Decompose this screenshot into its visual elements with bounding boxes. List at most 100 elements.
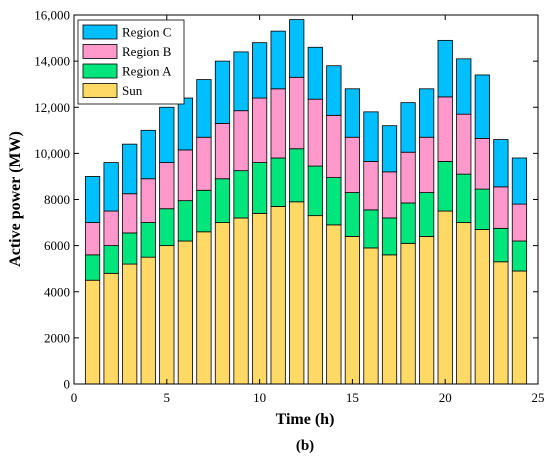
bar-layer	[84, 19, 528, 385]
bar-region-b-9	[233, 110, 249, 172]
y-tick-label: 14,000	[34, 54, 70, 69]
bar-sun-16	[363, 247, 379, 385]
bar-region-a-22	[474, 188, 490, 230]
bar-region-a-23	[493, 227, 509, 263]
x-tick-label: 10	[253, 390, 266, 405]
bar-region-c-18	[400, 102, 416, 153]
x-tick-label: 20	[439, 390, 452, 405]
bar-region-c-11	[270, 30, 286, 90]
bar-region-b-8	[214, 122, 231, 180]
legend-swatch-region-b	[82, 44, 118, 59]
bar-region-a-15	[344, 192, 361, 237]
x-tick-label: 5	[164, 390, 171, 405]
bar-sun-23	[493, 261, 509, 385]
y-tick-label: 12,000	[34, 100, 70, 115]
bar-region-c-10	[251, 42, 268, 99]
bar-region-a-11	[270, 157, 286, 207]
bar-region-c-16	[363, 111, 379, 162]
bar-sun-15	[344, 235, 361, 385]
bar-region-a-1	[84, 254, 101, 281]
bar-region-c-17	[381, 125, 398, 173]
bar-region-c-20	[437, 39, 453, 98]
bar-region-b-18	[400, 151, 416, 204]
bar-region-c-8	[214, 60, 231, 124]
legend-swatch-sun	[82, 83, 118, 98]
figure-caption: (b)	[296, 438, 314, 454]
bar-sun-4	[140, 256, 156, 385]
legend-swatch-region-a	[82, 63, 118, 79]
bar-sun-3	[122, 263, 138, 385]
bar-region-b-2	[103, 210, 119, 247]
bar-region-c-3	[122, 143, 138, 195]
bar-region-a-5	[159, 208, 175, 247]
bar-region-a-13	[307, 165, 323, 217]
bar-region-c-2	[103, 162, 119, 212]
bar-region-a-20	[437, 161, 453, 212]
y-tick-label: 0	[64, 377, 71, 392]
bar-region-a-10	[251, 162, 268, 214]
bar-region-c-15	[344, 88, 361, 138]
bar-region-b-15	[344, 136, 361, 193]
bar-region-a-4	[140, 222, 156, 258]
bar-region-a-21	[456, 173, 472, 223]
bar-region-b-5	[159, 162, 175, 210]
y-tick-label: 10,000	[34, 146, 70, 161]
bar-region-c-21	[456, 58, 472, 115]
bar-sun-14	[326, 224, 342, 385]
bar-region-b-13	[307, 98, 323, 167]
bar-region-c-5	[159, 106, 175, 163]
bar-sun-21	[456, 222, 472, 385]
bar-region-a-17	[381, 217, 398, 256]
bar-region-a-14	[326, 177, 342, 226]
bar-region-a-9	[233, 170, 249, 219]
bar-sun-24	[511, 270, 528, 385]
bar-region-c-6	[177, 97, 193, 151]
x-axis-title: Time (h)	[276, 411, 335, 428]
bar-region-c-1	[84, 176, 101, 223]
axes-layer: 0 2000 4000 6000 8000 10,000 12,000 14,000 16,00…	[34, 8, 544, 406]
y-axis-title: Active power (MW)	[7, 131, 24, 267]
bar-sun-11	[270, 206, 286, 385]
bar-sun-19	[419, 235, 435, 385]
y-tick-label: 16,000	[34, 8, 70, 23]
bar-region-c-19	[419, 88, 435, 138]
legend-label-region-c: Region C	[122, 25, 171, 40]
y-tick-label: 4000	[44, 284, 70, 299]
bar-region-a-24	[511, 240, 528, 272]
legend-swatch-region-c	[82, 24, 118, 40]
bar-sun-5	[159, 245, 175, 385]
bar-region-b-11	[270, 88, 286, 159]
bar-sun-17	[381, 254, 398, 385]
bar-region-a-12	[289, 148, 305, 203]
x-tick-label: 15	[346, 390, 359, 405]
bar-sun-7	[196, 231, 212, 385]
bar-region-b-17	[381, 171, 398, 219]
bar-region-b-23	[493, 186, 509, 229]
bar-sun-10	[251, 212, 268, 385]
bar-sun-8	[214, 222, 231, 385]
bar-region-c-9	[233, 51, 249, 112]
bar-region-b-20	[437, 96, 453, 162]
bar-region-c-14	[326, 65, 342, 116]
bar-region-b-14	[326, 114, 342, 178]
x-tick-label: 25	[532, 390, 545, 405]
bar-sun-9	[233, 217, 249, 385]
bar-region-a-18	[400, 202, 416, 244]
bar-region-b-21	[456, 113, 472, 175]
bar-region-b-6	[177, 149, 193, 202]
bar-region-c-7	[196, 79, 212, 138]
bar-region-b-24	[511, 203, 528, 242]
bar-region-b-1	[84, 222, 101, 256]
bar-region-b-19	[419, 136, 435, 193]
bar-sun-2	[103, 272, 119, 385]
bar-sun-6	[177, 240, 193, 385]
bar-region-b-4	[140, 178, 156, 223]
bar-sun-18	[400, 242, 416, 385]
bar-region-a-19	[419, 192, 435, 237]
bar-region-c-12	[289, 19, 305, 78]
bar-region-a-6	[177, 200, 193, 242]
bar-region-b-7	[196, 136, 212, 191]
bar-region-b-22	[474, 137, 490, 190]
bar-region-b-16	[363, 161, 379, 211]
bar-region-b-12	[289, 76, 305, 150]
